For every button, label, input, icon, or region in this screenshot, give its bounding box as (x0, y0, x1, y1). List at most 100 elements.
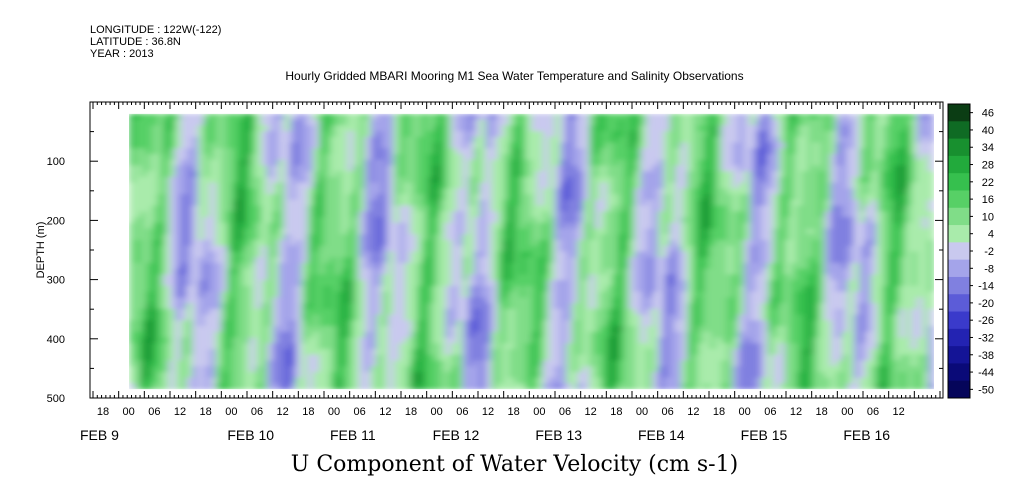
heatmap-cell (382, 371, 389, 379)
heatmap-cell (261, 176, 268, 184)
heatmap-cell (347, 199, 354, 207)
heatmap-cell (359, 308, 366, 316)
heatmap-cell (686, 285, 694, 293)
heatmap-cell (623, 153, 630, 161)
heatmap-cell (577, 171, 584, 178)
heatmap-cell (399, 113, 406, 121)
heatmap-cell (192, 297, 199, 304)
heatmap-cell (203, 303, 211, 310)
heatmap-cell (163, 262, 170, 270)
heatmap-cell (663, 205, 671, 212)
heatmap-cell (295, 326, 303, 333)
heatmap-cell (583, 337, 590, 344)
heatmap-cell (554, 337, 561, 344)
heatmap-cell (261, 119, 268, 126)
heatmap-cell (439, 291, 446, 298)
heatmap-cell (646, 171, 653, 178)
heatmap-cell (600, 136, 607, 144)
heatmap-cell (439, 171, 446, 178)
heatmap-cell (594, 348, 602, 356)
heatmap-cell (180, 131, 188, 138)
heatmap-cell (617, 354, 625, 362)
heatmap-cell (652, 188, 659, 195)
heatmap-cell (445, 119, 452, 126)
heatmap-cell (209, 251, 216, 258)
heatmap-cell (353, 251, 360, 258)
heatmap-cell (152, 136, 159, 144)
heatmap-cell (681, 314, 688, 321)
heatmap-cell (198, 217, 205, 224)
heatmap-cell (675, 331, 682, 339)
heatmap-cell (428, 326, 435, 333)
heatmap-cell (353, 211, 360, 218)
heatmap-cell (313, 125, 320, 132)
heatmap-cell (215, 136, 222, 144)
heatmap-cell (686, 136, 694, 144)
heatmap-cell (675, 280, 682, 287)
heatmap-cell (399, 182, 406, 189)
heatmap-cell (566, 297, 573, 304)
heatmap-cell (474, 171, 481, 178)
heatmap-cell (244, 331, 251, 339)
heatmap-cell (422, 165, 429, 172)
heatmap-cell (514, 165, 521, 172)
heatmap-cell (658, 291, 665, 298)
heatmap-cell (623, 176, 630, 184)
heatmap-cell (301, 228, 308, 235)
heatmap-cell (520, 205, 527, 212)
heatmap-cell (709, 308, 717, 316)
heatmap-cell (709, 251, 717, 258)
heatmap-cell (658, 371, 665, 379)
heatmap-cell (422, 326, 429, 333)
heatmap-cell (307, 303, 314, 310)
heatmap-cell (571, 245, 579, 253)
heatmap-cell (376, 257, 383, 264)
heatmap-cell (663, 348, 671, 356)
heatmap-cell (715, 285, 722, 293)
heatmap-cell (692, 211, 699, 218)
heatmap-cell (209, 131, 216, 138)
heatmap-cell (468, 326, 475, 333)
heatmap-cell (169, 119, 176, 126)
heatmap-cell (226, 165, 234, 172)
heatmap-cell (261, 153, 268, 161)
heatmap-cell (635, 125, 642, 132)
heatmap-cell (640, 348, 648, 356)
heatmap-cell (198, 274, 205, 281)
heatmap-cell (272, 176, 280, 184)
heatmap-cell (721, 371, 728, 379)
heatmap-cell (387, 159, 395, 167)
heatmap-cell (543, 377, 550, 384)
heatmap-cell (393, 366, 400, 373)
heatmap-cell (485, 337, 492, 344)
heatmap-cell (422, 176, 429, 184)
heatmap-cell (548, 188, 556, 195)
heatmap-cell (313, 251, 320, 258)
heatmap-cell (226, 257, 234, 264)
heatmap-cell (359, 285, 366, 293)
heatmap-cell (405, 366, 412, 373)
heatmap-cell (497, 211, 504, 218)
heatmap-cell (554, 262, 561, 270)
heatmap-cell (209, 228, 216, 235)
heatmap-cell (543, 131, 550, 138)
heatmap-cell (456, 136, 464, 144)
heatmap-cell (313, 257, 320, 264)
heatmap-cell (606, 337, 613, 344)
heatmap-cell (704, 142, 711, 149)
heatmap-cell (589, 326, 596, 333)
heatmap-cell (330, 268, 337, 276)
heatmap-cell (284, 142, 291, 149)
heatmap-cell (376, 348, 383, 356)
heatmap-cell (474, 176, 481, 184)
heatmap-cell (462, 153, 469, 161)
heatmap-cell (456, 217, 464, 224)
heatmap-cell (640, 234, 648, 241)
heatmap-cell (439, 348, 446, 356)
heatmap-cell (163, 171, 170, 178)
heatmap-cell (353, 348, 360, 356)
heatmap-cell (192, 291, 199, 298)
heatmap-cell (612, 280, 619, 287)
heatmap-cell (146, 217, 153, 224)
heatmap-cell (267, 211, 274, 218)
